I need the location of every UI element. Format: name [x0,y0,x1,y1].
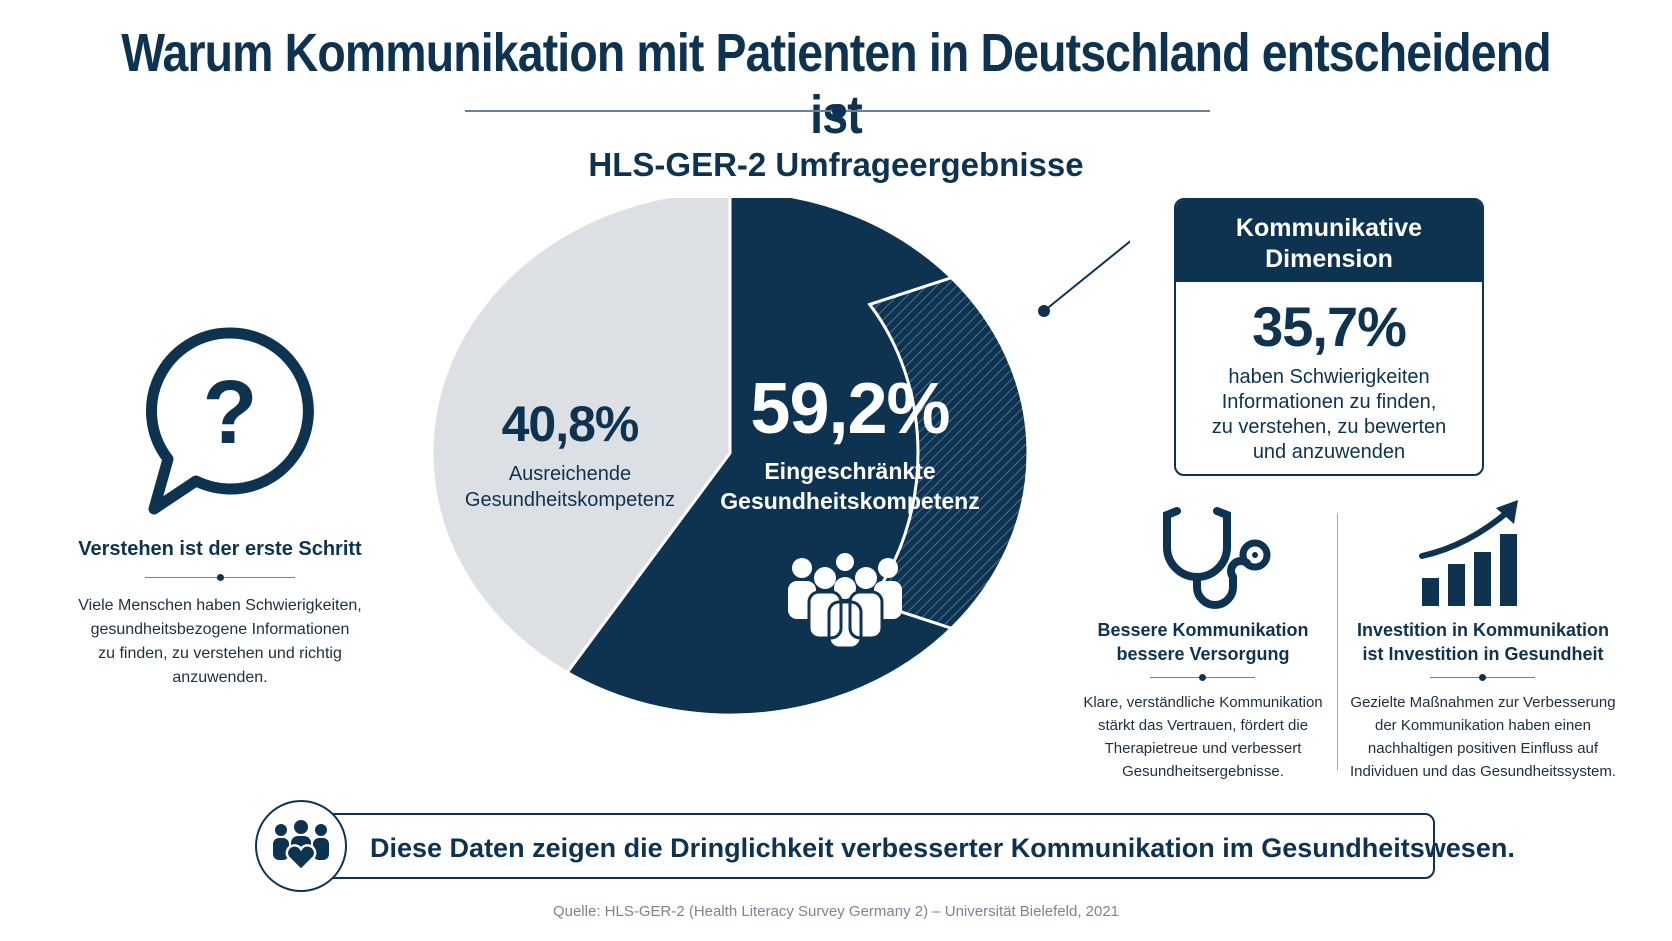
card-better-care-divider-dot [1199,674,1206,681]
left-desc-line3: zu finden, zu verstehen und richtig [98,645,342,662]
card-better-care-desc-line1: Klare, verständliche Kommunikation [1083,694,1323,711]
question-bubble-icon: ? [145,327,314,515]
card-investment-desc-line4: Individuen und das Gesundheitssystem. [1350,763,1616,780]
slice-label-limited: 59,2% Eingeschränkte Gesundheitskompeten… [700,368,1000,516]
conclusion-text: Diese Daten zeigen die Dringlichkeit ver… [370,833,1515,863]
callout-desc-line4: und anzuwenden [1252,441,1406,463]
slice-name-limited-line1: Eingeschränkte [764,458,936,484]
left-desc-line2: gesundheitsbezogene Informationen [90,621,350,638]
people-group-icon [788,553,902,648]
conclusion-banner [305,813,1435,879]
card-better-care-title: Bessere Kommunikation bessere Versorgung [1073,618,1333,666]
left-panel-description: Viele Menschen haben Schwierigkeiten, ge… [60,594,380,690]
card-investment-desc-line2: der Kommunikation haben einen [1375,717,1591,734]
callout-desc-line1: haben Schwierigkeiten [1228,366,1430,388]
card-better-care-desc-line4: Gesundheitsergebnisse. [1122,763,1284,780]
callout-desc-line3: zu verstehen, zu bewerten [1211,416,1447,438]
card-better-care-desc-line3: Therapietreue und verbessert [1104,740,1302,757]
card-investment-description: Gezielte Maßnahmen zur Verbesserung der … [1338,691,1628,783]
card-investment-desc-line1: Gezielte Maßnahmen zur Verbesserung [1350,694,1616,711]
slice-value-adequate: 40,8% [501,396,640,452]
card-investment-divider-dot [1479,674,1486,681]
slice-name-adequate-line2: Gesundheitskompetenz [464,489,676,511]
slice-name-adequate-line1: Ausreichende [508,463,632,485]
stethoscope-icon [1163,507,1271,609]
callout-title-line2: Dimension [1265,245,1393,273]
pie-chart [430,198,1130,717]
left-panel-title: Verstehen ist der erste Schritt [78,538,362,560]
cards-vertical-divider [1337,514,1338,770]
callout-title-line1: Kommunikative [1235,214,1423,242]
people-heart-icon [273,820,329,872]
card-investment-title-line2: ist Investition in Gesundheit [1362,644,1604,664]
left-panel-divider-dot [217,574,224,581]
left-desc-line1: Viele Menschen haben Schwierigkeiten, [78,597,362,614]
growth-chart-icon [1419,500,1518,606]
svg-text:?: ? [203,363,258,463]
callout-header: Kommunikative Dimension [1176,200,1482,282]
slice-value-limited: 59,2% [750,369,950,449]
callout-desc-line2: Informationen zu finden, [1221,391,1437,413]
pie-slice-adequate [430,198,732,675]
slice-label-adequate: 40,8% Ausreichende Gesundheitskompetenz [450,395,690,513]
chart-subtitle: HLS-GER-2 Umfrageergebnisse [588,146,1084,183]
card-investment-title: Investition in Kommunikation ist Investi… [1338,618,1628,666]
source-citation: Quelle: HLS-GER-2 (Health Literacy Surve… [552,903,1120,920]
callout-connector-line [1043,240,1130,312]
callout-value: 35,7% [1252,295,1407,358]
card-better-care-description: Klare, verständliche Kommunikation stärk… [1063,691,1343,783]
card-investment-title-line1: Investition in Kommunikation [1356,620,1609,640]
card-better-care-desc-line2: stärkt das Vertrauen, fördert die [1097,717,1309,734]
communicative-dimension-segment [867,275,1030,631]
page-title: Warum Kommunikation mit Patienten in Deu… [121,23,1551,145]
slice-name-limited-line2: Gesundheitskompetenz [720,488,980,514]
left-desc-line4: anzuwenden. [172,669,268,686]
card-better-care-title-line1: Bessere Kommunikation [1097,620,1309,640]
title-divider-dot [832,104,846,118]
communicative-dimension-callout: Kommunikative Dimension 35,7% haben Schw… [1174,198,1484,476]
callout-connector-dot [1038,305,1050,317]
callout-description: haben Schwierigkeiten Informationen zu f… [1176,365,1482,465]
card-better-care-title-line2: bessere Versorgung [1116,644,1290,664]
card-investment-desc-line3: nachhaltigen positiven Einfluss auf [1367,740,1599,757]
